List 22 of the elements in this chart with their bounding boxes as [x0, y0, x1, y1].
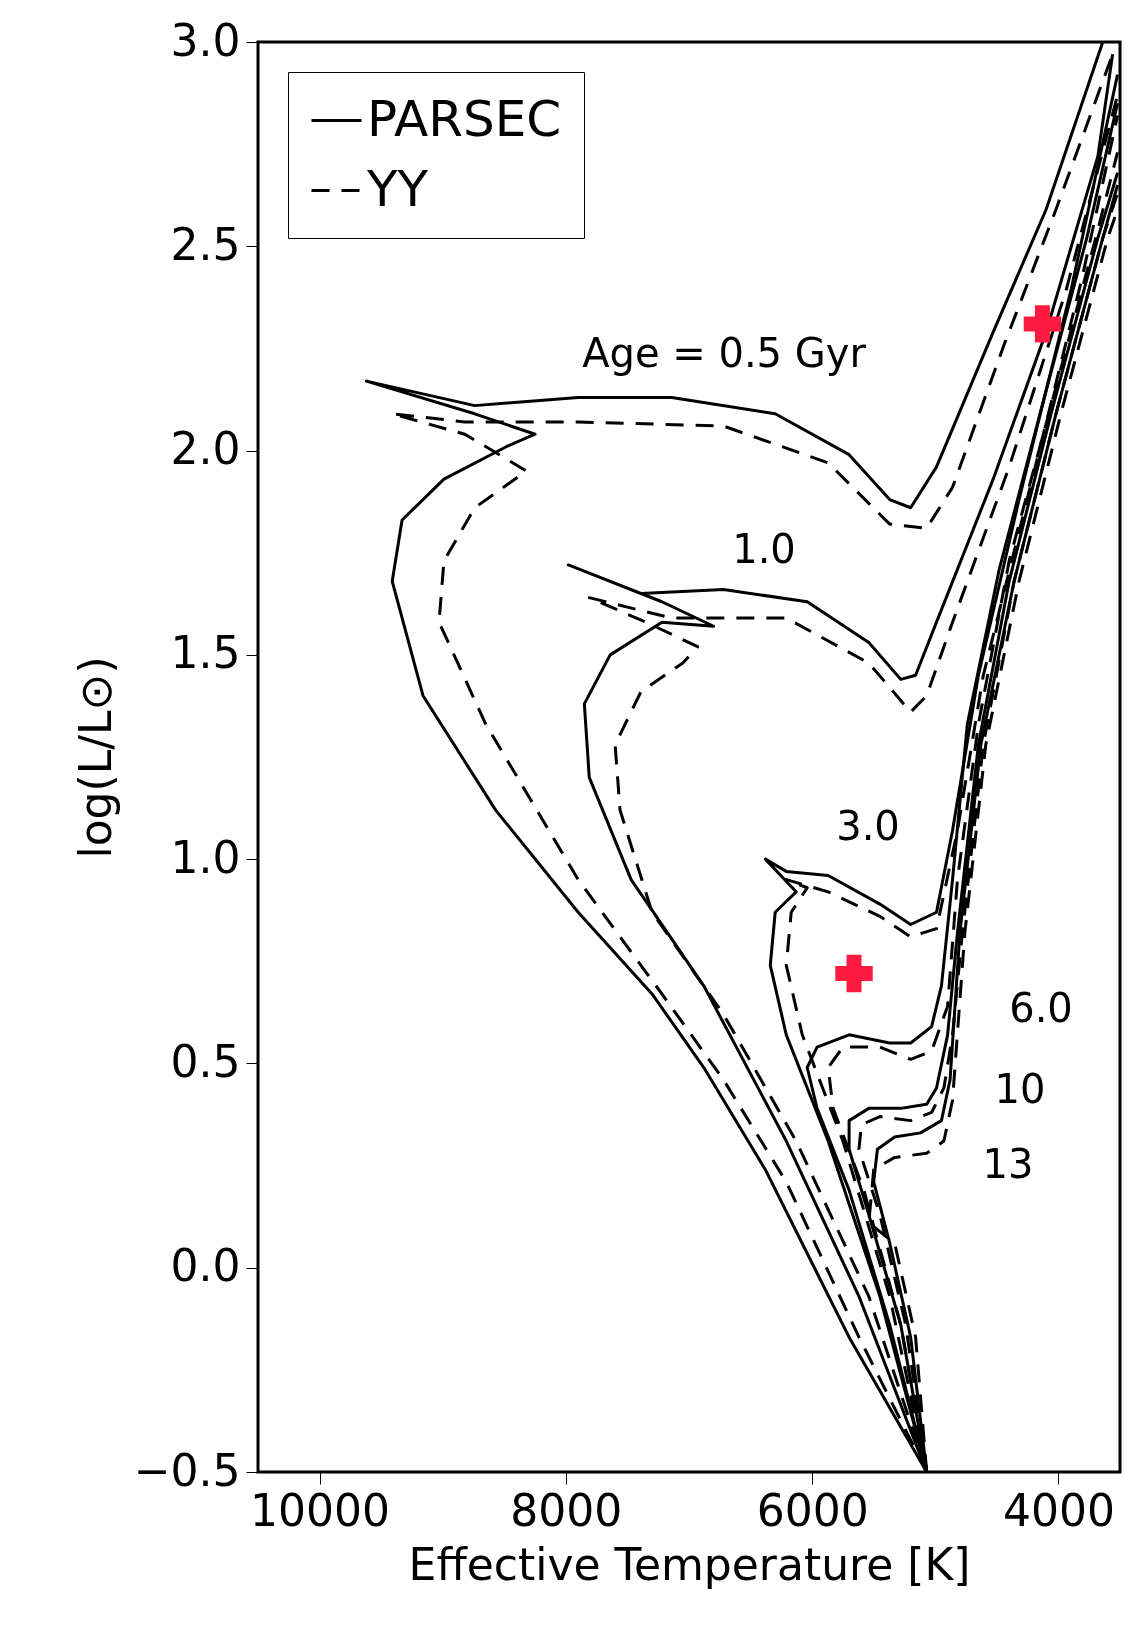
y-tick-label: 2.0 — [170, 423, 241, 475]
y-tick-label: 3.0 — [170, 14, 241, 66]
x-axis-title: Effective Temperature [K] — [408, 1538, 971, 1590]
x-tick-label: 6000 — [756, 1484, 869, 1536]
y-tick-label: 0.0 — [170, 1240, 241, 1292]
y-tick-label: 1.0 — [170, 831, 241, 883]
annotation: 1.0 — [732, 526, 796, 572]
x-tick-label: 8000 — [510, 1484, 623, 1536]
y-tick-label: −0.5 — [133, 1444, 241, 1496]
y-axis-title: log(L/L⊙) — [69, 656, 121, 859]
x-tick-label: 10000 — [250, 1484, 391, 1536]
annotation: 3.0 — [836, 803, 900, 849]
y-tick-label: 1.5 — [170, 627, 241, 679]
y-tick-label: 2.5 — [170, 218, 241, 270]
y-tick-label: 0.5 — [170, 1035, 241, 1087]
legend-label: YY — [366, 159, 429, 218]
annotation: Age = 0.5 Gyr — [582, 330, 867, 376]
annotation: 6.0 — [1009, 985, 1073, 1031]
annotation: 10 — [994, 1066, 1046, 1112]
legend-label: PARSEC — [367, 89, 562, 148]
x-tick-label: 4000 — [1002, 1484, 1115, 1536]
annotation: 13 — [982, 1141, 1034, 1187]
